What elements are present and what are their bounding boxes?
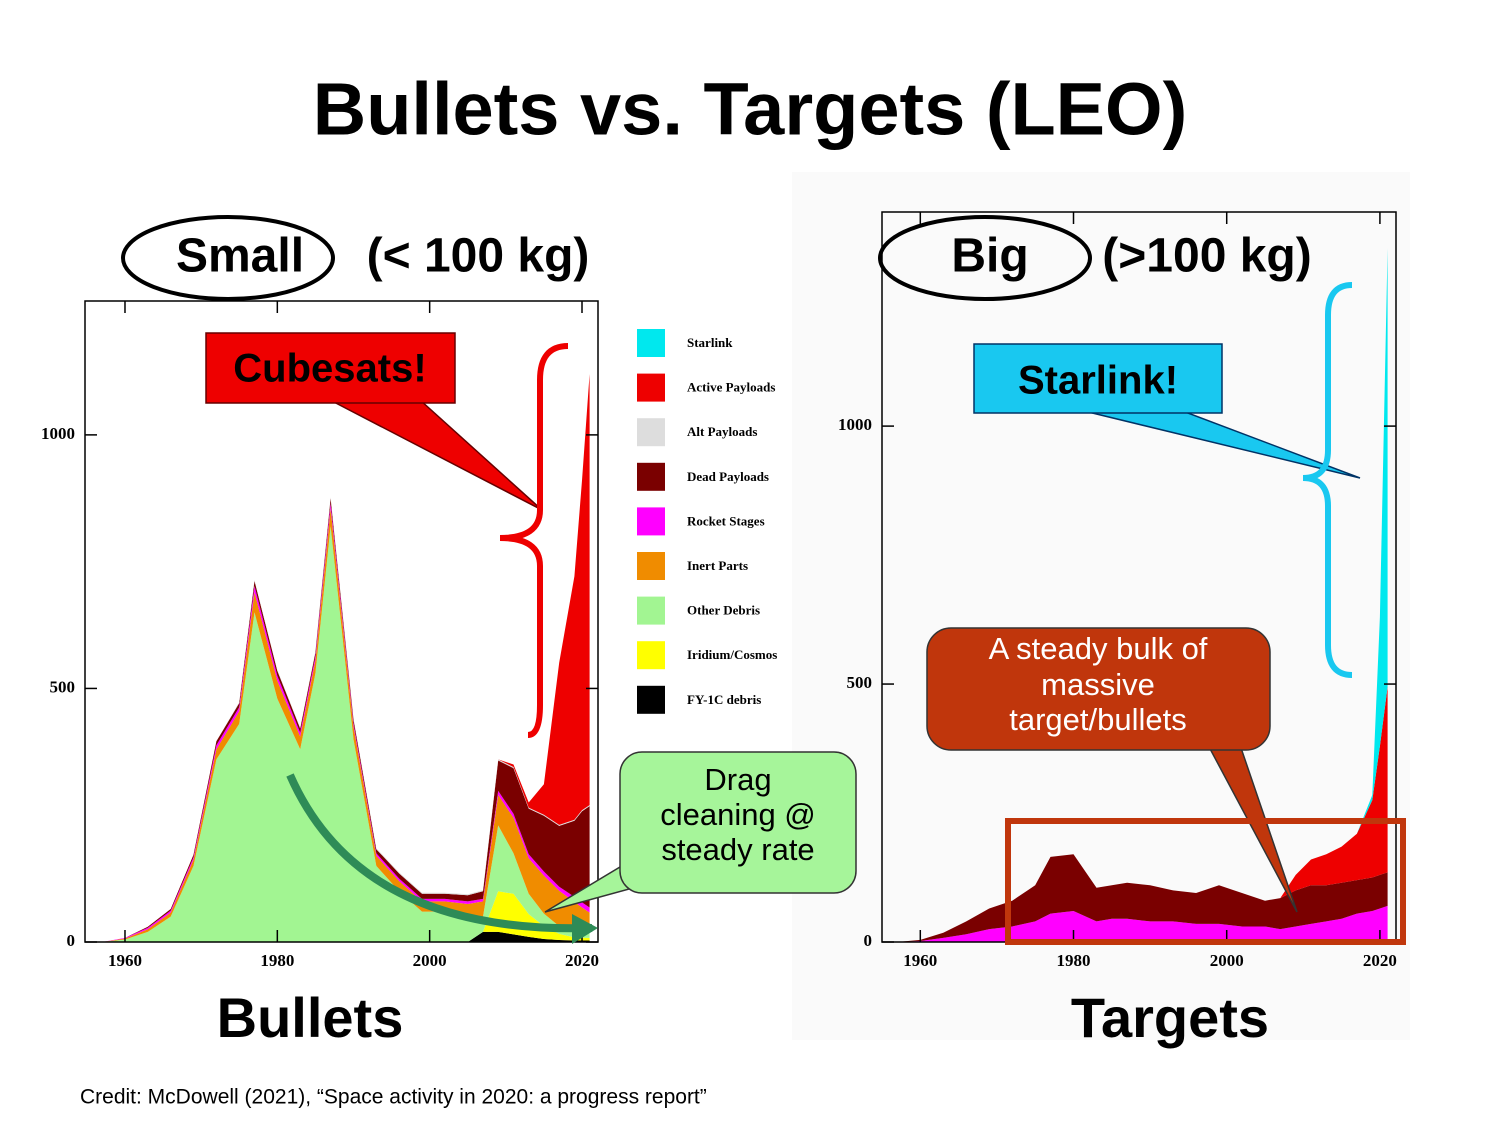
callout-text: cleaning @ [660, 797, 816, 832]
x-tick-label: 2020 [565, 951, 599, 970]
charts: 0 500 1000 1960 1980 2000 2020 0 500 1000 1960 1980… [41, 211, 1397, 970]
x-tick-label: 1960 [903, 951, 937, 970]
chart-label: Targets [1071, 986, 1269, 1049]
callout-text: Cubesats! [233, 347, 426, 391]
callout-box [619, 751, 857, 894]
area [102, 891, 590, 942]
slide-title: Bullets vs. Targets (LEO) [313, 68, 1188, 151]
callout-text: steady rate [661, 832, 814, 867]
legend-swatch [637, 507, 665, 536]
legend-label: Alt Payloads [687, 424, 757, 439]
ellipse [878, 215, 1092, 301]
size-note: (>100 kg) [1102, 230, 1311, 283]
legend-label: Starlink [687, 335, 733, 350]
plot-frame [84, 300, 599, 943]
x-tick-label: 2020 [1363, 951, 1397, 970]
area [102, 526, 590, 942]
arrow-head [572, 914, 598, 944]
callout-box [205, 332, 456, 404]
area [102, 508, 590, 942]
callout-text: Starlink! [1018, 359, 1178, 403]
legend-swatch [637, 552, 665, 580]
area [897, 905, 1388, 942]
size-label: Big [951, 230, 1028, 283]
legend-swatch [637, 641, 665, 670]
x-tick-label: 1980 [260, 951, 294, 970]
legend-swatch [637, 373, 665, 402]
legend-swatch [637, 329, 665, 357]
x-tick-label: 2000 [413, 951, 447, 970]
y-tick-label: 1000 [838, 415, 872, 434]
legend-label: Active Payloads [687, 380, 775, 395]
chart-label: Bullets [217, 986, 404, 1049]
callout-box [926, 627, 1271, 751]
area [897, 854, 1388, 942]
size-label: Small [176, 230, 304, 283]
y-tick-label: 0 [67, 931, 76, 950]
legend-swatch [637, 596, 665, 625]
legend-swatch [637, 462, 665, 491]
callout-text: target/bullets [1009, 702, 1187, 737]
callout-text: Drag [704, 762, 771, 797]
y-tick-label: 500 [847, 673, 873, 692]
credit: Credit: McDowell (2021), “Space activity… [80, 1086, 707, 1109]
x-tick-label: 1980 [1057, 951, 1091, 970]
area [102, 931, 590, 942]
legend-label: FY-1C debris [687, 692, 761, 707]
legend-swatch [637, 418, 665, 447]
x-tick-label: 2000 [1210, 951, 1244, 970]
legend-label: Rocket Stages [687, 513, 765, 528]
legend-label: Other Debris [687, 603, 760, 618]
y-tick-label: 1000 [41, 424, 75, 443]
legend-swatch [637, 685, 665, 714]
legend-label: Inert Parts [687, 558, 748, 573]
y-tick-label: 0 [864, 931, 873, 950]
x-tick-label: 1960 [108, 951, 142, 970]
ellipse [121, 215, 335, 301]
size-note: (< 100 kg) [367, 230, 590, 283]
legend-label: Dead Payloads [687, 469, 769, 484]
callout-text: A steady bulk of [989, 631, 1208, 666]
brace [1302, 282, 1353, 678]
brace [499, 343, 569, 738]
y-tick-label: 500 [50, 677, 76, 696]
callout-box [973, 343, 1223, 414]
highlight-box [1005, 818, 1406, 945]
callout-text: massive [1041, 667, 1155, 702]
legend-label: Iridium/Cosmos [687, 647, 777, 662]
arrow [286, 773, 593, 933]
